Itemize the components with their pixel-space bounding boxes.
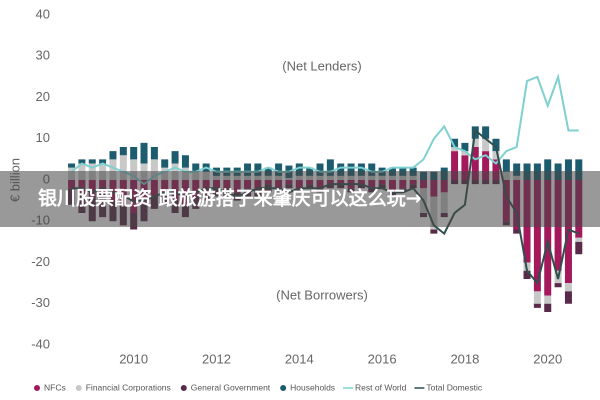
bar-segment xyxy=(554,283,562,288)
x-tick-label: 2014 xyxy=(285,351,314,366)
y-tick-label: 40 xyxy=(36,6,50,21)
bar-segment xyxy=(451,147,459,152)
y-tick-label: 20 xyxy=(36,89,50,104)
x-tick-label: 2010 xyxy=(119,351,148,366)
bar-segment xyxy=(471,147,479,180)
bar-segment xyxy=(492,151,500,160)
bar-segment xyxy=(150,147,158,160)
bar-segment xyxy=(161,159,169,168)
bar-segment xyxy=(451,138,459,147)
bar-segment xyxy=(109,159,117,180)
bar-segment xyxy=(78,159,86,164)
bar-segment xyxy=(502,159,510,172)
legend-label: Total Domestic xyxy=(426,382,482,392)
legend-swatch xyxy=(34,385,40,391)
bar-segment xyxy=(88,159,96,164)
annotation: (Net Borrowers) xyxy=(276,287,368,302)
bar-segment xyxy=(533,180,541,292)
bar-segment xyxy=(544,180,552,296)
legend-swatch xyxy=(75,385,82,391)
bar-segment xyxy=(575,159,583,180)
bar-segment xyxy=(482,138,490,152)
bar-segment xyxy=(119,155,127,180)
bar-segment xyxy=(130,147,138,160)
legend-label: General Government xyxy=(191,382,271,392)
banner-background xyxy=(0,171,600,227)
y-tick-label: 30 xyxy=(36,48,50,63)
bar-segment xyxy=(533,291,541,304)
bar-segment xyxy=(254,163,262,176)
legend-label: Rest of World xyxy=(355,382,407,392)
x-tick-label: 2016 xyxy=(368,351,397,366)
legend-swatch xyxy=(280,385,287,391)
bar-segment xyxy=(482,151,490,180)
bar-segment xyxy=(140,142,148,164)
bar-segment xyxy=(564,283,572,292)
bar-segment xyxy=(150,159,158,180)
bar-segment xyxy=(357,163,365,176)
x-tick-label: 2018 xyxy=(450,351,479,366)
bar-segment xyxy=(544,159,552,180)
bar-segment xyxy=(471,138,479,147)
bar-segment xyxy=(523,270,531,279)
bar-segment xyxy=(171,151,179,164)
bar-segment xyxy=(513,229,521,234)
y-tick-label: 10 xyxy=(36,130,50,145)
bar-segment xyxy=(544,303,552,312)
bar-segment xyxy=(244,163,252,176)
legend-label: Financial Corporations xyxy=(86,382,171,392)
annotation: (Net Lenders) xyxy=(282,58,361,73)
legend-swatch xyxy=(180,385,187,391)
bar-segment xyxy=(461,155,469,180)
y-tick-label: -40 xyxy=(31,336,50,351)
bar-segment xyxy=(461,142,469,152)
bar-segment xyxy=(430,229,438,234)
bar-segment xyxy=(68,163,76,168)
x-tick-label: 2012 xyxy=(202,351,231,366)
bar-segment xyxy=(564,291,572,304)
y-tick-label: -20 xyxy=(31,254,50,269)
bar-segment xyxy=(482,126,490,139)
bar-segment xyxy=(192,163,200,172)
bar-segment xyxy=(347,163,355,176)
bar-segment xyxy=(99,159,107,164)
legend-label: Households xyxy=(290,382,335,392)
bar-segment xyxy=(533,303,541,308)
banner-text: 银川股票配资 跟旅游搭子来肇庆可以这么玩→ xyxy=(38,187,422,210)
y-tick-label: -30 xyxy=(31,295,50,310)
bar-segment xyxy=(451,151,459,180)
bar-segment xyxy=(564,159,572,180)
bar-segment xyxy=(575,241,583,255)
bar-segment xyxy=(368,163,376,176)
bar-segment xyxy=(130,159,138,180)
bar-segment xyxy=(295,163,303,176)
bar-segment xyxy=(181,155,189,168)
bar-segment xyxy=(513,163,521,176)
bar-segment xyxy=(544,295,552,304)
bar-segment xyxy=(326,159,334,176)
bar-segment xyxy=(275,163,283,176)
bar-segment xyxy=(492,138,500,152)
bar-segment xyxy=(492,159,500,180)
bar-segment xyxy=(316,163,324,176)
bar-segment xyxy=(575,237,583,242)
line xyxy=(70,73,579,186)
bar-segment xyxy=(461,151,469,156)
bar-segment xyxy=(337,163,345,176)
x-tick-label: 2020 xyxy=(533,351,562,366)
bar-segment xyxy=(119,147,127,156)
legend-label: NFCs xyxy=(44,382,66,392)
bar-segment xyxy=(109,151,117,160)
